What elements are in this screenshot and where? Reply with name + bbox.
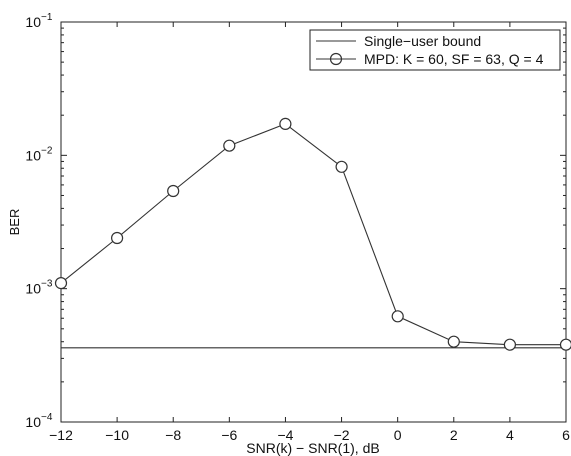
data-point-mpd bbox=[223, 139, 236, 152]
y-tick-label: 10 bbox=[25, 147, 41, 163]
y-tick-label-exponent: −2 bbox=[41, 145, 53, 156]
y-tick-label: 10 bbox=[25, 281, 41, 297]
data-point-mpd bbox=[335, 160, 348, 173]
x-tick-label: 0 bbox=[394, 427, 402, 443]
data-point-mpd bbox=[110, 231, 124, 245]
x-tick-label: 2 bbox=[450, 427, 458, 443]
data-point-mpd bbox=[447, 335, 460, 348]
legend: Single−user bound MPD: K = 60, SF = 63, … bbox=[309, 29, 561, 71]
y-tick-label-exponent: −1 bbox=[41, 12, 53, 23]
y-tick-label: 10 bbox=[25, 14, 41, 30]
legend-label-mpd: MPD: K = 60, SF = 63, Q = 4 bbox=[364, 51, 544, 67]
x-tick-label: −6 bbox=[221, 427, 237, 443]
y-tick-label-exponent: −4 bbox=[41, 412, 53, 423]
x-tick-label: 6 bbox=[562, 427, 570, 443]
y-tick-label: 10 bbox=[25, 414, 41, 430]
x-axis: −12 −10 −8 −6 −4 −2 0 2 4 6 bbox=[49, 22, 570, 443]
x-tick-label: −12 bbox=[49, 427, 73, 443]
data-point-mpd bbox=[559, 338, 571, 351]
data-point-mpd bbox=[167, 184, 180, 198]
x-tick-label: −10 bbox=[105, 427, 129, 443]
legend-box bbox=[309, 29, 561, 71]
plot-area bbox=[60, 21, 567, 423]
legend-marker-mpd bbox=[329, 52, 343, 66]
x-tick-label: −8 bbox=[165, 427, 181, 443]
y-axis: 10−410−310−210−1 bbox=[25, 12, 566, 430]
data-point-mpd bbox=[503, 338, 516, 351]
x-axis-label: SNR(k) − SNR(1), dB bbox=[246, 440, 379, 456]
data-point-mpd bbox=[54, 277, 68, 290]
x-tick-label: −4 bbox=[277, 427, 293, 443]
data-point-mpd bbox=[279, 117, 292, 131]
y-tick-label-exponent: −3 bbox=[41, 279, 53, 290]
y-axis-label: BER bbox=[7, 209, 22, 236]
legend-label-bound: Single−user bound bbox=[364, 33, 481, 49]
x-tick-label: −2 bbox=[334, 427, 350, 443]
series-line-mpd bbox=[60, 123, 566, 346]
x-tick-label: 4 bbox=[506, 427, 514, 443]
series-layer bbox=[54, 117, 571, 351]
data-point-mpd bbox=[391, 310, 404, 323]
